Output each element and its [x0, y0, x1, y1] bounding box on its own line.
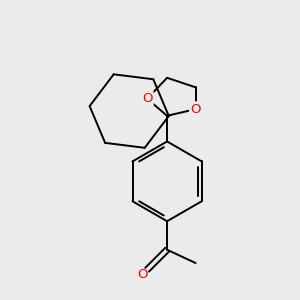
Text: O: O [137, 268, 148, 281]
Text: O: O [190, 103, 201, 116]
Text: O: O [142, 92, 152, 105]
